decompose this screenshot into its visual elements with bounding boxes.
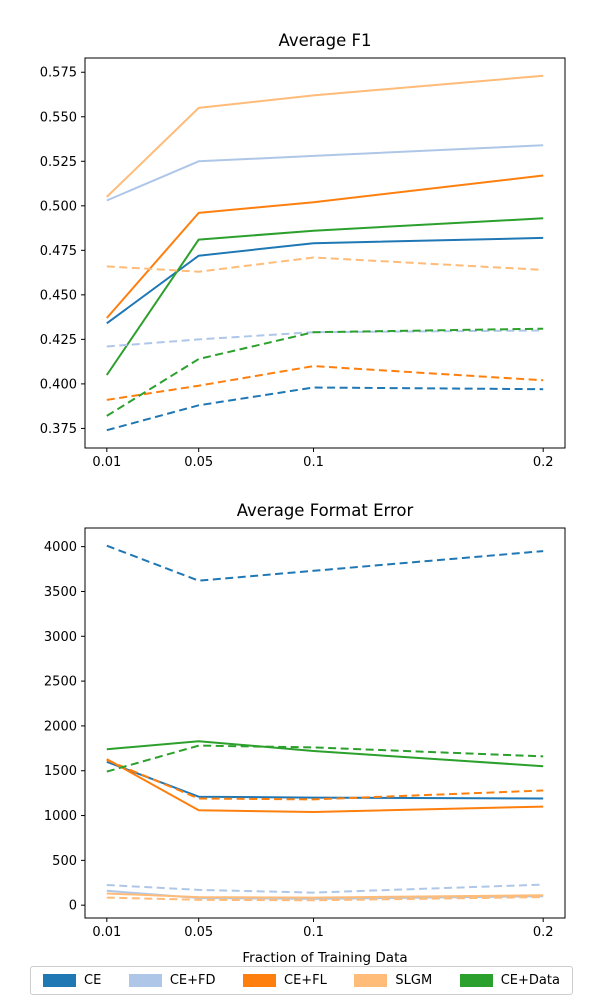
average-format-error-chart: 0 500 1000 1500 2000 2500 3000 3500 4000 0.01 0.05… [44,501,566,965]
chart-title: Average Format Error [237,501,414,520]
y-tick-label: 500 [52,854,77,869]
legend-entry-ce-fd: CE+FD [128,973,216,988]
legend-color-patch [243,974,276,987]
x-axis-label: Fraction of Training Data [242,950,407,965]
legend-entry-ce-fl: CE+FL [243,973,327,988]
legend-entry-ce-data: CE+Data [459,973,560,988]
y-tick-label: 0.450 [40,288,77,303]
y-tick-label: 0.400 [40,377,77,392]
x-tick-label: 0.01 [92,925,121,940]
legend-label: SLGM [395,973,433,988]
chart-title: Average F1 [279,31,372,50]
series-line-ce-data-solid [105,217,544,376]
series-line-ce-data-dashed [106,744,544,773]
x-tick-label: 0.2 [533,455,554,470]
legend-label: CE+FL [284,973,327,988]
series-line-ce-fd-dashed [106,329,544,348]
legend-color-patch [128,974,162,987]
y-tick-label: 0.525 [40,155,77,170]
series-line-slgm-solid [106,74,544,198]
series-line-ce-solid [106,760,544,800]
legend-color-patch [459,974,493,987]
y-tick-label: 0.375 [40,422,77,437]
y-tick-label: 3000 [44,630,77,645]
y-tick-label: 4000 [44,540,77,555]
series-line-ce-fl-dashed [106,759,544,801]
series-line-ce-data-dashed [106,327,544,417]
legend-color-patch [43,974,76,987]
legend-color-patch [354,974,388,987]
series-line-ce-dashed [106,386,544,432]
average-f1-chart: 0.375 0.400 0.425 0.450 0.475 0.500 0.525 0.550… [40,31,566,470]
series-line-ce-fl-dashed [106,365,544,401]
y-tick-label: 0.500 [40,199,77,214]
legend-label: CE+FD [169,973,216,988]
x-tick-label: 0.2 [533,925,554,940]
legend-label: CE+Data [500,973,560,988]
series-line-ce-fl-solid [106,174,544,319]
y-tick-label: 1000 [44,809,77,824]
y-tick-label: 0.575 [40,66,77,81]
y-tick-label: 0.550 [40,110,77,125]
plot-border [84,57,566,449]
legend-label: CE [84,973,102,988]
plot-border [84,527,566,919]
series-line-ce-fd-solid [106,144,544,202]
x-tick-label: 0.05 [184,455,213,470]
series-line-ce-fl-solid [106,758,544,813]
x-tick-label: 0.01 [92,455,121,470]
y-tick-label: 0.475 [40,244,77,259]
y-tick-label: 2500 [44,675,77,690]
series-line-slgm-solid [106,892,544,899]
series-line-ce-solid [106,236,544,325]
figure-legend: CE CE+FD CE+FL SLGM CE+Data [30,966,573,995]
legend-entry-ce: CE [43,973,101,988]
series-line-ce-dashed [106,544,544,582]
series-line-slgm-dashed [106,256,544,273]
y-tick-label: 3500 [44,585,77,600]
x-tick-label: 0.1 [303,455,324,470]
series-line-ce-fd-dashed [106,883,544,894]
y-tick-label: 1500 [44,764,77,779]
x-tick-label: 0.1 [303,925,324,940]
y-tick-label: 0 [69,899,77,914]
legend-entry-slgm: SLGM [354,973,432,988]
y-tick-label: 0.425 [40,333,77,348]
x-tick-label: 0.05 [184,925,213,940]
y-tick-label: 2000 [44,719,77,734]
